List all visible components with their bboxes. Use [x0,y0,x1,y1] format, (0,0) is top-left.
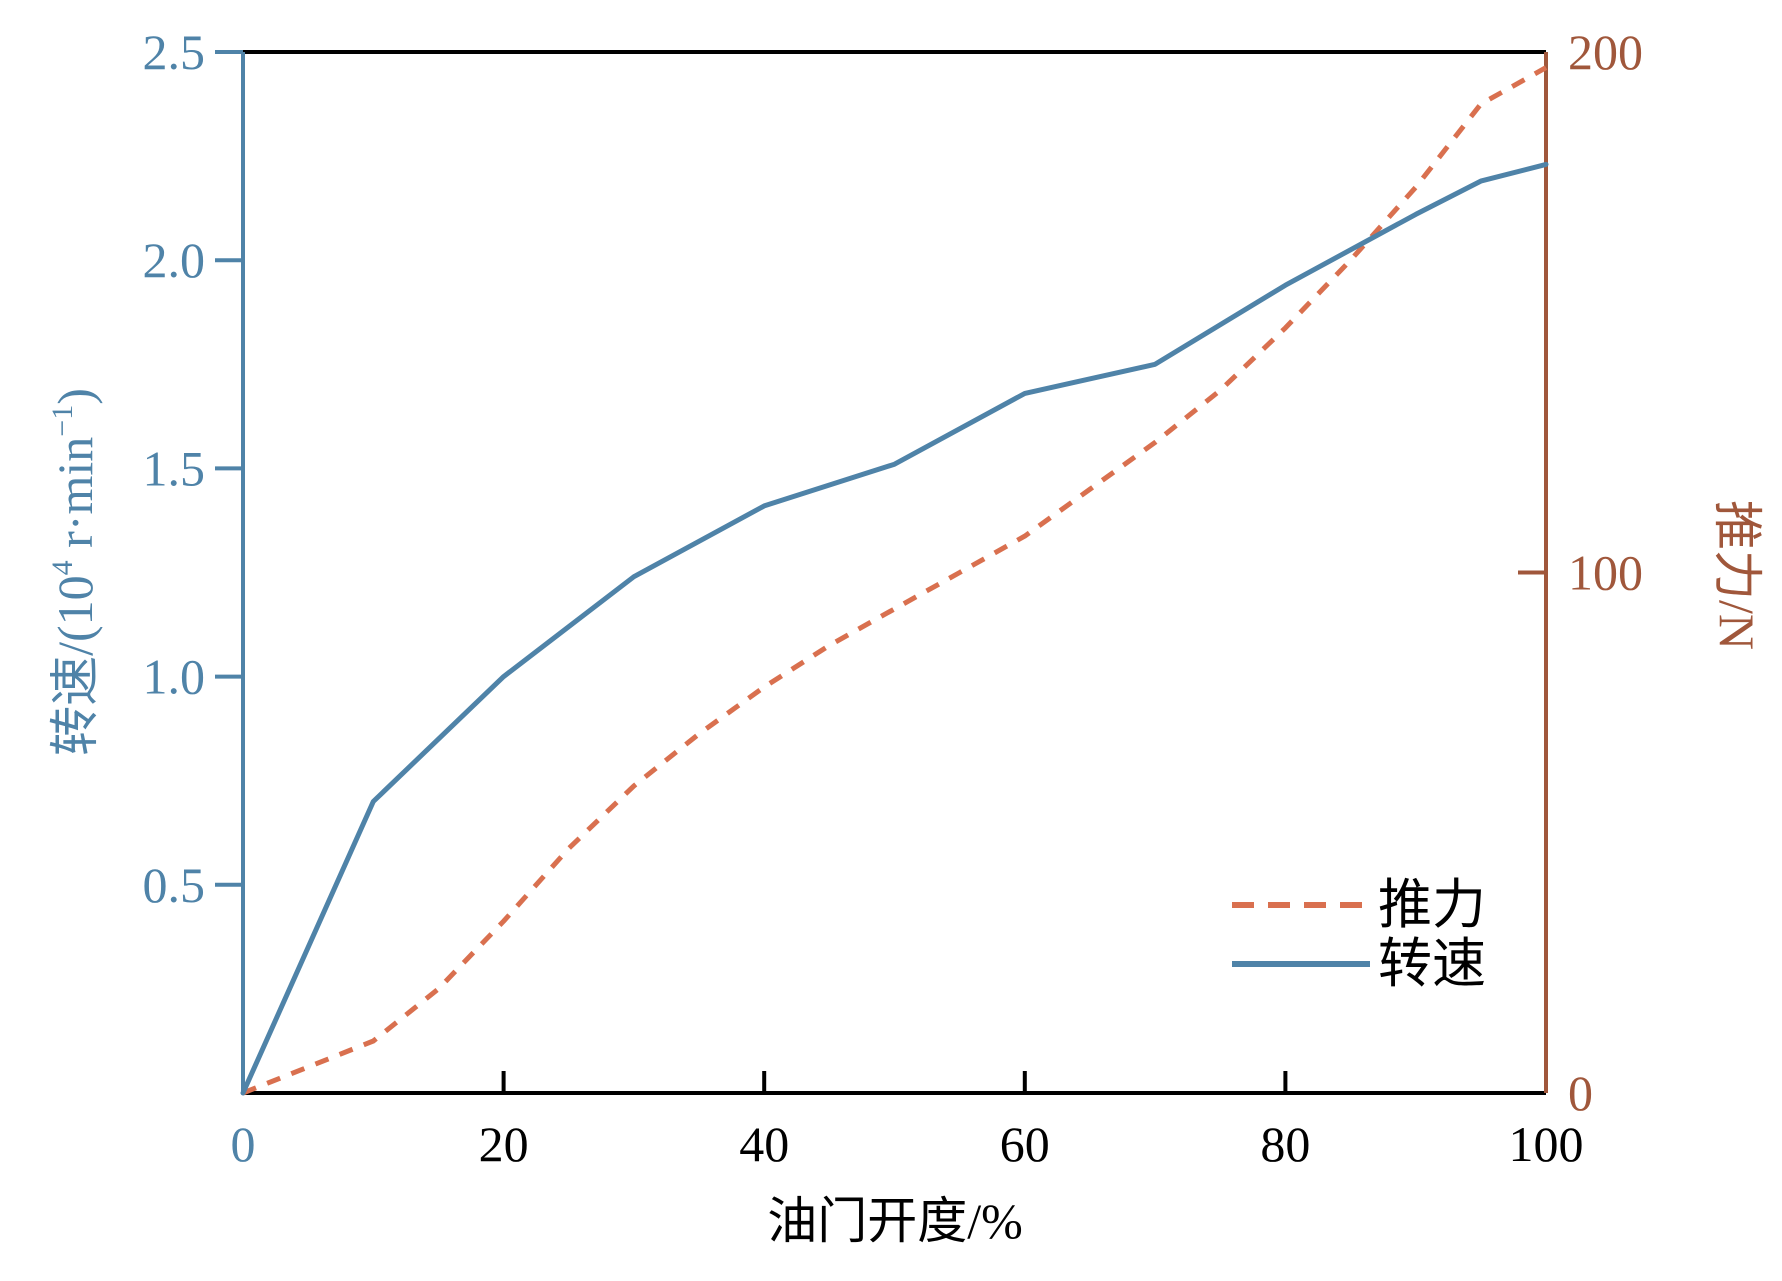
x-axis-ticks: 0 20 40 60 80 100 [231,1071,1584,1172]
x-axis-label: 油门开度/% [767,1193,1023,1249]
right-y-tick-label: 0 [1568,1065,1593,1121]
left-y-axis-label-sup2: −1 [46,405,79,437]
x-tick-label: 100 [1509,1116,1584,1172]
thrust-series-line [242,65,1548,1096]
x-tick-label: 0 [231,1116,256,1172]
right-y-tick-label: 200 [1568,24,1643,80]
left-y-axis-label-sup: 4 [46,560,79,575]
left-y-axis-label: 转速/(104 r·min−1) [46,388,103,756]
left-y-tick-label: 0.5 [143,857,206,913]
speed-series-line [240,161,1549,1096]
left-y-tick-label: 2.5 [143,24,206,80]
left-y-tick-label: 2.0 [143,232,206,288]
right-y-tick-label: 100 [1568,545,1643,601]
left-y-axis-label-prefix: 转速/(10 [47,575,103,756]
x-tick-label: 40 [739,1116,789,1172]
series-layer [240,65,1549,1096]
right-y-axis-label: 推力/N [1709,500,1765,650]
x-tick-label: 20 [479,1116,529,1172]
legend-label-thrust: 推力 [1378,875,1486,935]
legend-label-speed: 转速 [1378,934,1486,994]
left-y-axis-ticks: 0.5 1.0 1.5 2.0 2.5 [143,24,243,913]
right-y-axis-ticks: 0 100 200 [1518,24,1643,1121]
x-tick-label: 60 [1000,1116,1050,1172]
left-y-axis-label-middle: r·min [47,437,103,561]
left-y-axis-label-suffix: ) [47,388,103,405]
legend: 推力 转速 [1232,875,1486,994]
x-tick-label: 80 [1260,1116,1310,1172]
left-y-tick-label: 1.5 [143,440,206,496]
left-y-tick-label: 1.0 [143,649,206,705]
